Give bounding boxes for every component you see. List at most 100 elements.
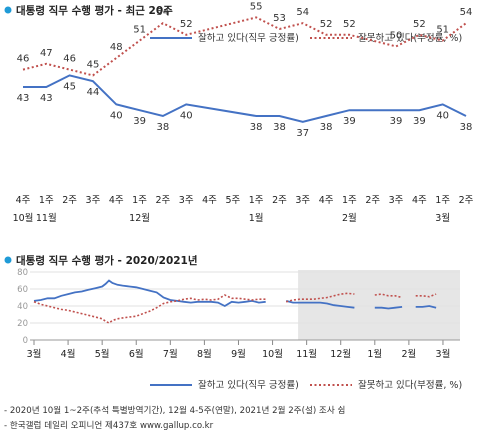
series2-line-1-seg-1 [285,292,355,303]
data-label: 52 [343,19,356,30]
title-bullet-icon [4,256,12,264]
data-label: 44 [87,87,100,98]
month-tick-label: 6월 [129,348,144,360]
month-tick-label: 5월 [95,348,110,360]
series2-line-1-seg-0 [33,294,266,324]
data-label: 38 [320,122,333,133]
month-label: 2월 [342,212,357,224]
data-label: 46 [17,54,30,65]
data-label: 45 [87,59,100,70]
month-tick-label: 11월 [296,348,317,360]
legend-positive-label: 잘하고 있다(직무 긍정률) [198,32,299,44]
series2-line-0-seg-1 [285,300,355,309]
y-tick-label: 60 [17,285,28,295]
highlight-2021-region [298,270,460,340]
data-label: 39 [413,116,426,127]
week-tick-label: 1주 [435,195,450,206]
week-tick-label: 3주 [389,195,404,206]
series-line-0 [23,74,467,123]
data-label: 52 [320,19,333,30]
data-label: 50 [390,30,403,41]
week-tick-label: 4주 [202,195,217,206]
data-label: 37 [296,128,309,139]
month-label: 11월 [36,212,57,224]
series2-line-0-seg-2 [374,306,403,310]
data-label: 54 [460,7,473,18]
data-label: 43 [40,93,53,104]
month-tick-label: 1월 [367,348,382,360]
data-label: 40 [180,110,193,121]
data-label: 38 [157,122,170,133]
data-label: 53 [273,13,286,24]
month-tick-label: 9월 [231,348,246,360]
footnote-source: - 한국갤럽 데일리 오피니언 제437호 www.gallup.co.kr [4,421,214,431]
legend2-negative-label: 잘못하고 있다(부정률, %) [358,379,462,391]
data-label: 51 [436,25,449,36]
footnote-survey-breaks: - 2020년 10월 1~2주(추석 특별방역기간), 12월 4-5주(연말… [4,406,346,416]
data-label: 47 [40,48,53,59]
week-tick-label: 1주 [342,195,357,206]
week-tick-label: 5주 [225,195,240,206]
chart-2020-2021: 대통령 직무 수행 평가 - 2020/2021년 0 20 40 60 80 3월 4월… [4,254,462,391]
data-label: 48 [110,42,123,53]
data-label: 38 [273,122,286,133]
series2-line-0-seg-0 [33,279,266,308]
month-tick-label: 10월 [262,348,283,360]
y-tick-label: 20 [17,319,28,329]
data-label: 38 [250,122,263,133]
week-tick-label: 4주 [109,195,124,206]
month-tick-label: 3월 [27,348,42,360]
series2-line-1-seg-2 [374,293,403,299]
y-tick-label: 80 [17,268,28,278]
week-tick-label: 1주 [132,195,147,206]
week-tick-label: 4주 [319,195,334,206]
data-label: 39 [133,116,146,127]
legend2-positive-label: 잘하고 있다(직무 긍정률) [198,379,299,391]
data-label: 51 [133,25,146,36]
month-tick-label: 8월 [197,348,212,360]
data-label: 38 [460,122,473,133]
series2-line-1-seg-3 [415,293,437,298]
data-label: 54 [157,7,170,18]
week-tick-label: 2주 [155,195,170,206]
data-label: 54 [296,7,309,18]
data-label: 43 [17,93,30,104]
month-tick-label: 2월 [401,348,416,360]
week-tick-label: 4주 [412,195,427,206]
data-label: 39 [390,116,403,127]
week-tick-label: 2주 [272,195,287,206]
month-tick-label: 3월 [436,348,451,360]
data-label: 46 [63,54,76,65]
week-tick-label: 2주 [62,195,77,206]
week-tick-label: 3주 [295,195,310,206]
month-tick-label: 7월 [163,348,178,360]
week-tick-label: 4주 [16,195,31,206]
month-label: 12월 [129,212,150,224]
chart2-title: 대통령 직무 수행 평가 - 2020/2021년 [16,254,198,267]
y-tick-label: 0 [23,336,28,346]
y-tick-label: 40 [17,302,28,312]
data-label: 40 [110,110,123,121]
month-label: 10월 [13,212,34,224]
series2-line-0-seg-3 [415,305,437,309]
month-label: 1월 [249,212,264,224]
week-tick-label: 1주 [39,195,54,206]
data-label: 39 [343,116,356,127]
week-tick-label: 1주 [249,195,264,206]
data-label: 40 [436,110,449,121]
series-line-1 [22,16,467,77]
week-tick-label: 2주 [459,195,474,206]
title-bullet-icon [4,6,12,14]
data-label: 52 [413,19,426,30]
month-tick-label: 12월 [330,348,351,360]
month-label: 3월 [435,212,450,224]
chart1-title: 대통령 직무 수행 평가 - 최근 20주 [16,4,173,17]
data-label: 52 [180,19,193,30]
legend-negative-label: 잘못하고 있다(부정률, %) [358,32,462,44]
chart-recent-20-weeks: 대통령 직무 수행 평가 - 최근 20주 잘하고 있다(직무 긍정률) 잘못하… [4,1,474,224]
data-label: 45 [63,81,76,92]
week-tick-label: 3주 [179,195,194,206]
week-tick-label: 2주 [365,195,380,206]
data-label: 55 [250,1,263,12]
